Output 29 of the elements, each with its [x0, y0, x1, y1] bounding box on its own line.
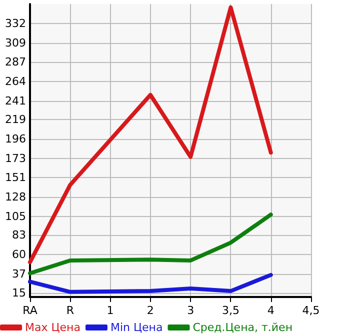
y-tick-label: 173	[5, 152, 26, 166]
x-tick-label: 3	[187, 304, 194, 317]
y-tick-label: 105	[5, 210, 26, 223]
x-tick-label: 4,5	[302, 304, 320, 317]
line-series	[28, 212, 273, 276]
x-tick-label: 2	[146, 304, 154, 317]
y-tick-label: 151	[5, 170, 26, 184]
y-tick-label: 15	[12, 286, 26, 300]
y-tick-label: 37	[12, 268, 26, 281]
y-tick-label: 219	[5, 113, 26, 126]
y-tick-label: 241	[5, 94, 26, 108]
legend-label: Max Цена	[25, 321, 80, 334]
legend-label: Min Цена	[110, 321, 163, 334]
line-series	[28, 272, 273, 294]
y-tick-label: 332	[5, 17, 26, 30]
legend-label: Сред.Цена, т.йен	[192, 321, 293, 334]
y-tick-label: 309	[5, 36, 26, 50]
y-tick-label: 60	[12, 248, 26, 262]
y-tick-label: 196	[5, 132, 26, 146]
y-tick-label: 83	[12, 228, 26, 242]
x-tick-label: R	[66, 304, 74, 317]
x-tick-label: RA	[22, 304, 38, 317]
y-tick-label: 128	[5, 190, 26, 204]
x-tick-label: 3,5	[222, 304, 240, 317]
y-tick-label: 264	[5, 74, 26, 88]
x-tick-label: 1	[106, 304, 114, 317]
x-tick-label: 4	[267, 304, 274, 317]
line-series	[28, 5, 273, 264]
y-tick-label: 287	[5, 55, 26, 68]
